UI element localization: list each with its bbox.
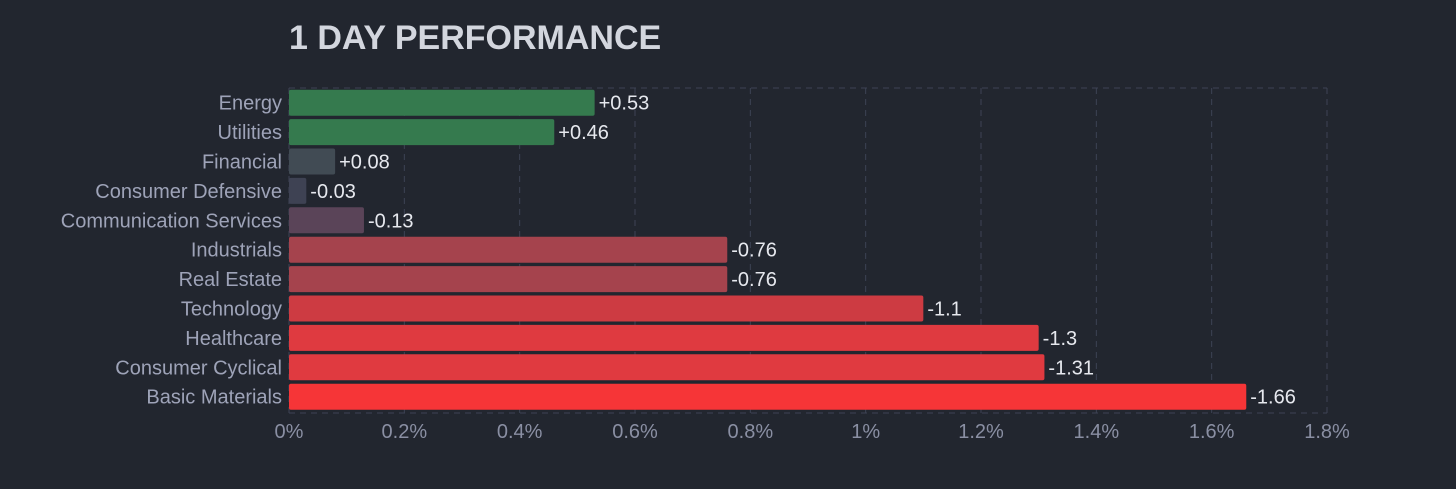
grid-layer xyxy=(288,87,1328,414)
category-label: Technology xyxy=(181,299,282,321)
bar xyxy=(289,148,336,175)
value-label: +0.08 xyxy=(339,152,390,174)
x-tick-label: 0.6% xyxy=(612,421,658,443)
value-label: -0.13 xyxy=(368,210,414,232)
value-label: -1.66 xyxy=(1250,387,1296,409)
category-labels: Energy Utilities Financial Consumer Defensi… xyxy=(61,93,282,409)
category-label: Healthcare xyxy=(185,328,282,350)
value-labels: +0.53 +0.46 +0.08 -0.03 -0.13 -0.76 -0.76 -1.1 -… xyxy=(310,93,1296,409)
category-label: Financial xyxy=(202,152,282,174)
bar xyxy=(289,177,307,204)
category-label: Basic Materials xyxy=(146,387,282,409)
value-label: +0.53 xyxy=(599,93,650,115)
x-tick-label: 1% xyxy=(851,421,880,443)
bar xyxy=(289,89,595,116)
category-label: Communication Services xyxy=(61,210,282,232)
bar xyxy=(289,324,1039,351)
x-tick-label: 0.8% xyxy=(728,421,774,443)
bar xyxy=(289,119,555,146)
value-label: -1.31 xyxy=(1048,357,1094,379)
x-tick-label: 0% xyxy=(275,421,304,443)
category-label: Energy xyxy=(219,93,282,115)
category-label: Industrials xyxy=(191,240,282,262)
chart-title: 1 DAY PERFORMANCE xyxy=(289,19,661,57)
bar xyxy=(289,207,364,234)
bar xyxy=(289,295,924,322)
category-label: Utilities xyxy=(218,122,282,144)
category-label: Real Estate xyxy=(179,269,282,291)
bar xyxy=(289,354,1045,381)
value-label: -0.76 xyxy=(731,240,777,262)
value-label: -0.03 xyxy=(310,181,356,203)
bar xyxy=(289,383,1247,410)
bar xyxy=(289,236,728,263)
x-tick-label: 1.2% xyxy=(958,421,1004,443)
x-tick-label: 0.2% xyxy=(382,421,428,443)
bars-layer xyxy=(289,89,1247,410)
x-tick-label: 1.6% xyxy=(1189,421,1235,443)
bar xyxy=(289,266,728,293)
x-tick-label: 1.4% xyxy=(1074,421,1120,443)
value-label: +0.46 xyxy=(558,122,609,144)
value-label: -0.76 xyxy=(731,269,777,291)
x-axis-ticks: 0% 0.2% 0.4% 0.6% 0.8% 1% 1.2% 1.4% 1.6% 1.8% xyxy=(275,421,1350,443)
x-tick-label: 1.8% xyxy=(1304,421,1350,443)
x-tick-label: 0.4% xyxy=(497,421,543,443)
value-label: -1.1 xyxy=(927,299,961,321)
value-label: -1.3 xyxy=(1043,328,1077,350)
category-label: Consumer Cyclical xyxy=(115,357,282,379)
category-label: Consumer Defensive xyxy=(95,181,282,203)
